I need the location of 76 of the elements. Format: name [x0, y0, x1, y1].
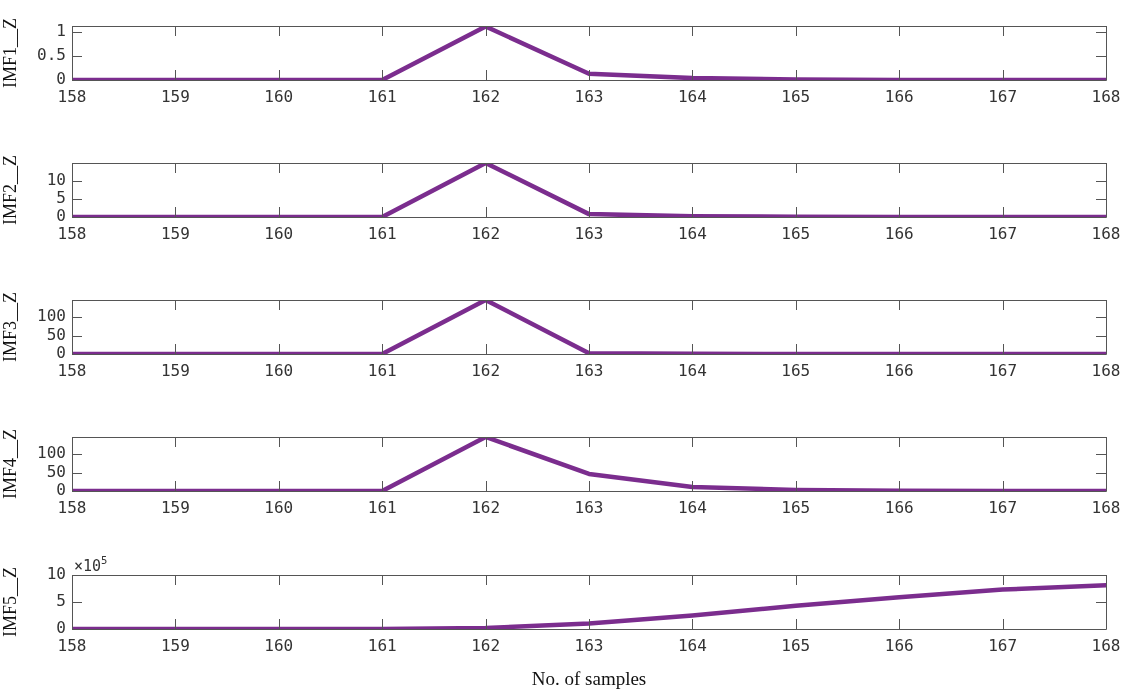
x-tick-label: 160	[264, 223, 294, 243]
x-tick-label: 167	[988, 635, 1018, 655]
x-tick-label: 158	[57, 360, 87, 380]
x-tick-label: 159	[160, 497, 190, 517]
x-tick-label: 164	[677, 635, 707, 655]
x-tick-label: 161	[367, 635, 397, 655]
x-tick-label: 162	[471, 497, 501, 517]
x-tick-label: 158	[57, 86, 87, 106]
x-tick-label: 168	[1091, 497, 1121, 517]
y-tick-label: 0	[56, 69, 66, 89]
y-tick-label: 100	[37, 443, 66, 463]
x-tick-label: 168	[1091, 223, 1121, 243]
x-tick-label: 164	[677, 86, 707, 106]
x-tick-label: 165	[781, 497, 811, 517]
x-tick-label: 160	[264, 360, 294, 380]
x-tick-label: 162	[471, 86, 501, 106]
x-tick-label: 168	[1091, 86, 1121, 106]
y-axis-title: IMF5__Z	[0, 566, 20, 638]
y-tick-label: 0	[56, 618, 66, 638]
y-axis-title: IMF3__Z	[0, 291, 20, 363]
x-tick-label: 159	[160, 635, 190, 655]
y-axis-title: IMF2__Z	[0, 154, 20, 226]
y-tick-label: 1	[56, 21, 66, 41]
x-tick-label: 165	[781, 360, 811, 380]
x-tick-label: 160	[264, 497, 294, 517]
x-tick-label: 161	[367, 497, 397, 517]
x-tick-label: 164	[677, 360, 707, 380]
x-tick-label: 160	[264, 635, 294, 655]
y-tick-label: 100	[37, 306, 66, 326]
x-tick-label: 166	[884, 497, 914, 517]
x-tick-label: 164	[677, 223, 707, 243]
x-tick-label: 165	[781, 86, 811, 106]
x-tick-label: 166	[884, 635, 914, 655]
x-tick-label: 166	[884, 223, 914, 243]
x-tick-label: 164	[677, 497, 707, 517]
y-tick-label: 50	[46, 324, 66, 344]
x-tick-label: 162	[471, 635, 501, 655]
x-tick-label: 168	[1091, 635, 1121, 655]
x-tick-label: 167	[988, 497, 1018, 517]
x-axis-title: No. of samples	[531, 667, 647, 689]
x-tick-label: 159	[160, 223, 190, 243]
x-tick-label: 167	[988, 360, 1018, 380]
x-tick-label: 163	[574, 635, 604, 655]
x-tick-label: 158	[57, 497, 87, 517]
y-tick-label: 0.5	[37, 45, 66, 65]
x-tick-label: 165	[781, 223, 811, 243]
x-tick-label: 162	[471, 360, 501, 380]
x-tick-label: 163	[574, 360, 604, 380]
x-tick-label: 161	[367, 360, 397, 380]
y-tick-label: 5	[56, 591, 66, 611]
x-tick-label: 160	[264, 86, 294, 106]
y-tick-label: 0	[56, 343, 66, 363]
y-tick-label: 10	[46, 170, 66, 190]
y-tick-label: 10	[46, 564, 66, 584]
x-tick-label: 158	[57, 223, 87, 243]
y-axis-title: IMF1__Z	[0, 17, 20, 89]
x-tick-label: 159	[160, 360, 190, 380]
x-tick-label: 161	[367, 223, 397, 243]
x-tick-label: 166	[884, 360, 914, 380]
y-tick-label: 50	[46, 461, 66, 481]
x-tick-label: 167	[988, 86, 1018, 106]
x-tick-label: 165	[781, 635, 811, 655]
x-tick-label: 166	[884, 86, 914, 106]
x-tick-label: 163	[574, 223, 604, 243]
x-tick-label: 167	[988, 223, 1018, 243]
x-tick-label: 168	[1091, 360, 1121, 380]
y-tick-label: 5	[56, 188, 66, 208]
y-tick-label: 0	[56, 480, 66, 500]
y-tick-label: 0	[56, 206, 66, 226]
y-axis-title: IMF4__Z	[0, 428, 20, 500]
x-tick-label: 163	[574, 86, 604, 106]
x-tick-label: 159	[160, 86, 190, 106]
x-tick-label: 163	[574, 497, 604, 517]
x-tick-label: 161	[367, 86, 397, 106]
x-tick-label: 158	[57, 635, 87, 655]
x-tick-label: 162	[471, 223, 501, 243]
